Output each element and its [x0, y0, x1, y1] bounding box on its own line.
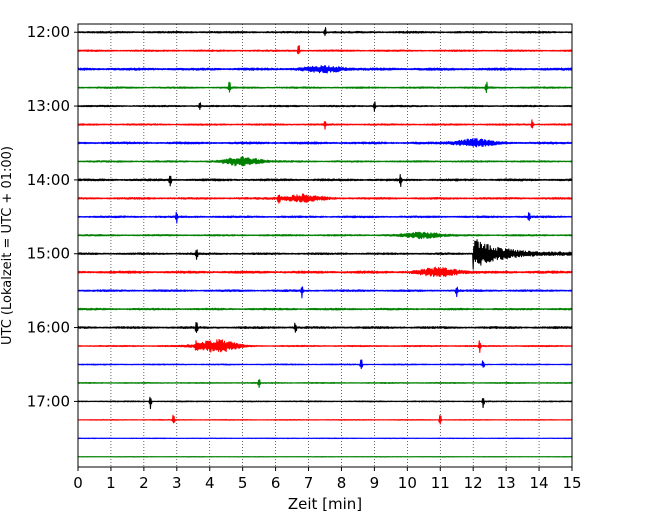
y-tick-label: 13:00	[27, 97, 70, 115]
trace-1615	[77, 338, 573, 353]
y-tick-label: 12:00	[27, 23, 70, 41]
trace-1300	[77, 101, 573, 112]
y-tick-label: 17:00	[27, 392, 70, 410]
y-tick-label: 14:00	[27, 171, 70, 189]
x-tick-label: 6	[271, 474, 281, 492]
trace-1600	[77, 322, 573, 334]
x-tick-label: 0	[73, 474, 83, 492]
x-tick-label: 5	[238, 474, 248, 492]
trace-1330	[77, 138, 573, 148]
trace-1715	[77, 414, 573, 425]
y-axis-title: UTC (Lokalzeit = UTC + 01:00)	[0, 146, 15, 345]
x-tick-label: 11	[431, 474, 450, 492]
x-axis-title: Zeit [min]	[288, 495, 362, 513]
x-tick-label: 10	[398, 474, 417, 492]
y-axis-ticks: 12:00 13:00 14:00 15:00 16:00 17:00	[27, 23, 78, 410]
y-tick-label: 16:00	[27, 319, 70, 337]
x-tick-label: 12	[464, 474, 483, 492]
trace-1745	[77, 455, 573, 458]
x-axis-ticks: 0 1 2 3 4 5 6 7 8 9 10 11 12 13 14 15	[73, 467, 582, 492]
trace-1315	[77, 119, 573, 130]
x-tick-label: 3	[172, 474, 182, 492]
x-tick-label: 8	[337, 474, 347, 492]
trace-1700	[77, 396, 573, 410]
x-tick-label: 9	[370, 474, 380, 492]
trace-1400	[77, 174, 573, 188]
x-tick-label: 15	[562, 474, 581, 492]
trace-1730	[77, 437, 573, 440]
trace-1445	[77, 231, 573, 240]
trace-1215	[77, 45, 573, 55]
trace-1200	[77, 27, 573, 37]
trace-1245	[77, 81, 573, 94]
trace-1630	[77, 359, 573, 370]
y-tick-label: 15:00	[27, 245, 70, 263]
trace-1645	[77, 379, 573, 389]
trace-1415	[77, 193, 573, 204]
trace-1500	[77, 239, 573, 270]
x-tick-label: 2	[139, 474, 149, 492]
trace-1230	[77, 65, 573, 74]
trace-1515	[77, 266, 573, 278]
x-tick-label: 13	[497, 474, 516, 492]
x-tick-label: 1	[106, 474, 116, 492]
trace-1430	[77, 211, 573, 224]
plot-frame	[77, 23, 573, 468]
x-tick-label: 4	[205, 474, 215, 492]
x-tick-label: 7	[304, 474, 314, 492]
trace-1345	[77, 156, 573, 167]
trace-1530	[77, 286, 573, 299]
x-tick-label: 14	[530, 474, 549, 492]
trace-1545	[77, 307, 573, 311]
seismogram-traces	[77, 27, 573, 458]
